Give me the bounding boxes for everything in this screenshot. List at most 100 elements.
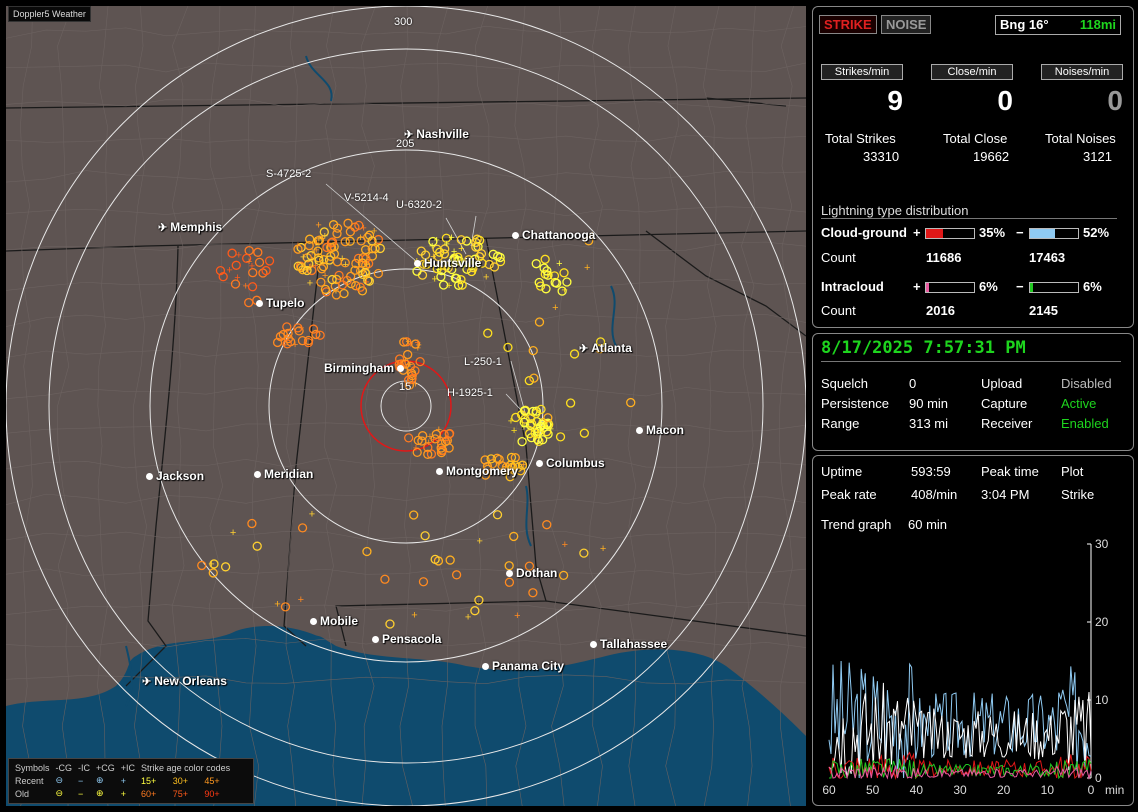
noises-per-min-button[interactable]: Noises/min — [1041, 64, 1123, 80]
setting-label: Receiver — [981, 416, 1033, 431]
strike-marker — [197, 560, 207, 571]
city-meridian[interactable]: Meridian — [254, 467, 313, 481]
strike-marker — [220, 562, 231, 572]
city-pensacola[interactable]: Pensacola — [372, 632, 441, 646]
strike-marker — [317, 264, 327, 274]
city-panama-city[interactable]: Panama City — [482, 659, 564, 673]
airport-icon: ✈ — [579, 343, 589, 356]
city-memphis[interactable]: ✈ Memphis — [158, 220, 222, 234]
strike-marker — [531, 406, 542, 416]
strike-marker — [505, 472, 515, 482]
setting-label: Range — [821, 416, 860, 431]
storm-cell-label[interactable]: U-6320-2 — [396, 199, 442, 211]
strike-marker — [364, 230, 375, 240]
strike-marker — [626, 397, 636, 408]
city-jackson[interactable]: Jackson — [146, 469, 204, 483]
plot-label: Plot — [1061, 464, 1084, 479]
close-per-min-button[interactable]: Close/min — [931, 64, 1013, 80]
city-nashville[interactable]: ✈ Nashville — [404, 127, 469, 141]
strike-marker: + — [315, 219, 321, 231]
strike-marker — [423, 449, 433, 459]
strike-marker — [565, 398, 576, 408]
total-strikes-value: 33310 — [863, 149, 900, 164]
ic-positive-bar — [925, 282, 975, 293]
city-tupelo[interactable]: Tupelo — [256, 296, 304, 310]
strike-marker — [420, 531, 430, 541]
strike-marker — [531, 259, 541, 269]
strike-marker — [417, 431, 428, 441]
range-rings — [6, 6, 806, 806]
city-mobile[interactable]: Mobile — [310, 614, 358, 628]
city-label: Meridian — [264, 467, 314, 481]
strike-marker — [474, 595, 484, 605]
city-chattanooga[interactable]: Chattanooga — [512, 228, 595, 242]
city-macon[interactable]: Macon — [636, 423, 684, 437]
radar-map[interactable]: + + + + + + + + + + + + + + + + + + + + + + + + + + + + + + + + + + + + + + + +… — [6, 6, 806, 806]
storm-cell-label[interactable]: S-4725-2 — [266, 168, 312, 180]
storm-cell-label[interactable]: H-1925-1 — [447, 387, 493, 399]
city-dot-icon — [636, 427, 643, 435]
city-dot-icon — [590, 641, 597, 649]
strike-marker — [471, 242, 481, 252]
strike-marker — [530, 428, 540, 438]
strike-marker — [293, 244, 303, 254]
uptime-label: Uptime — [821, 464, 863, 479]
legend-header: Strike age color codes — [141, 762, 231, 773]
strike-marker — [555, 432, 566, 442]
strike-marker — [412, 266, 422, 276]
strike-marker — [208, 568, 218, 578]
city-tallahassee[interactable]: Tallahassee — [590, 637, 667, 651]
map-canvas[interactable]: ++++++++++ ++++++++++++++++++++++ +++++++ +… — [6, 6, 806, 806]
strike-marker — [358, 253, 368, 263]
strike-marker: + — [548, 423, 554, 435]
city-columbus[interactable]: Columbus — [536, 456, 605, 470]
strike-marker — [559, 268, 569, 278]
strike-marker: + — [520, 459, 526, 471]
city-label: Dothan — [516, 566, 558, 580]
strike-marker: + — [432, 273, 438, 285]
cg-negative-sign: − — [1016, 225, 1024, 240]
strike-marker — [380, 574, 390, 584]
strike-button[interactable]: STRIKE — [819, 15, 877, 34]
ring-label-205: 205 — [396, 138, 415, 150]
strike-marker — [244, 297, 254, 308]
noise-button[interactable]: NOISE — [881, 15, 932, 34]
neg-cg-symbol: ⊖ — [55, 788, 64, 798]
setting-value: Active — [1061, 396, 1097, 411]
city-birmingham[interactable]: Birmingham — [324, 361, 407, 375]
storm-cell-label[interactable]: L-250-1 — [464, 356, 502, 368]
city-dot-icon — [310, 618, 317, 626]
strike-marker — [350, 265, 360, 275]
cg-positive-pct: 35% — [979, 225, 1006, 240]
setting-value: 90 min — [909, 396, 949, 411]
city-dot-icon — [536, 460, 543, 468]
city-label: Panama City — [492, 659, 565, 673]
city-huntsville[interactable]: Huntsville — [414, 256, 481, 270]
airport-icon: ✈ — [404, 129, 414, 142]
setting-label: Capture — [981, 396, 1028, 411]
storm-cell-label[interactable]: V-5214-4 — [344, 192, 389, 204]
strike-marker: + — [298, 322, 304, 334]
ring-label-300: 300 — [394, 16, 413, 28]
legend-row-label: Old — [15, 788, 30, 799]
strike-marker — [282, 339, 292, 349]
strikes-per-min-button[interactable]: Strikes/min — [821, 64, 903, 80]
setting-label: Upload — [981, 376, 1023, 391]
trend-graph-label: Trend graph — [821, 517, 892, 532]
y-tick-label: 10 — [1095, 693, 1109, 707]
city-atlanta[interactable]: ✈ Atlanta — [579, 341, 632, 355]
strike-marker: + — [436, 424, 442, 436]
cg-negative-count: 17463 — [1029, 250, 1066, 265]
strike-marker: + — [364, 259, 370, 271]
strike-marker — [532, 434, 543, 445]
city-dothan[interactable]: Dothan — [506, 566, 557, 580]
city-montgomery[interactable]: Montgomery — [436, 464, 518, 478]
strike-marker — [441, 233, 452, 243]
strike-marker: + — [322, 231, 328, 243]
plot-mode-value[interactable]: Strike — [1061, 487, 1095, 502]
strike-marker — [407, 374, 417, 384]
strike-marker — [445, 555, 455, 565]
city-new-orleans[interactable]: ✈ New Orleans — [142, 674, 227, 688]
neg-cg-symbol: ⊖ — [55, 775, 64, 785]
trend-graph-value[interactable]: 60 min — [908, 517, 948, 532]
